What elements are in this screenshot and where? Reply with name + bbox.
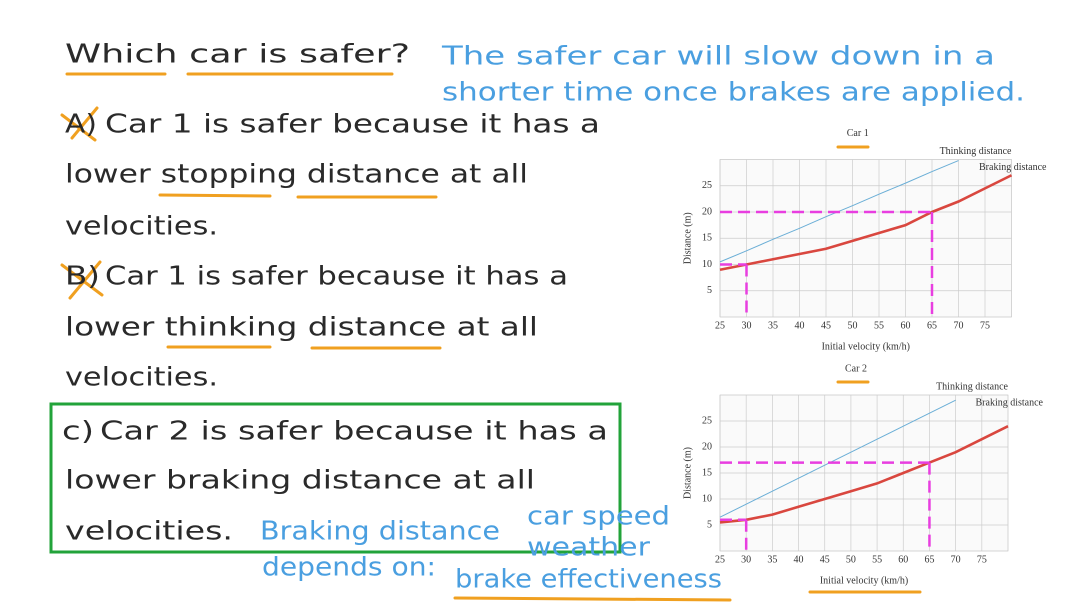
note-title: depends on: [262,553,436,583]
question: Which car is safer? [65,40,410,70]
series-label: Thinking distance [940,146,1012,157]
option-label: c) [62,417,94,447]
y-tick-label: 15 [702,233,712,244]
x-tick-label: 65 [924,554,934,565]
option-text: velocities. [65,363,218,393]
x-tick-label: 45 [821,320,831,331]
x-tick-label: 40 [794,554,804,565]
x-tick-label: 60 [898,554,908,565]
y-axis-label: Distance (m) [682,447,693,499]
note-factor: weather [527,533,650,563]
option-text: Car 1 is safer because it has a [105,262,568,292]
x-tick-label: 65 [927,320,937,331]
y-tick-label: 25 [702,180,712,191]
y-axis-label: Distance (m) [682,212,693,264]
hint-line: The safer car will slow down in a [441,42,995,72]
x-tick-label: 50 [848,320,858,331]
answer-box [49,402,622,554]
option-label: A) [65,110,97,140]
x-tick-label: 35 [767,554,777,565]
x-tick-label: 50 [846,554,856,565]
x-tick-label: 70 [954,320,964,331]
x-tick-label: 35 [768,320,778,331]
x-tick-label: 55 [872,554,882,565]
note-title: Braking distance [260,517,500,547]
x-axis-label: Initial velocity (km/h) [822,341,910,352]
x-axis-label: Initial velocity (km/h) [820,575,908,586]
y-tick-label: 10 [702,493,712,504]
series-label: Braking distance [979,162,1047,173]
x-tick-label: 55 [874,320,884,331]
option-text: lower stopping distance at all [65,160,528,190]
x-tick-label: 30 [741,554,751,565]
x-tick-label: 75 [977,554,987,565]
option-text: Car 2 is safer because it has a [100,417,608,447]
y-tick-label: 15 [702,467,712,478]
note-factor: car speed [527,502,670,532]
x-tick-label: 25 [715,554,725,565]
series-line [719,174,1013,272]
hint-line: shorter time once brakes are applied. [442,78,1025,108]
y-tick-label: 25 [702,415,712,426]
series-line [719,399,956,518]
x-tick-label: 30 [742,320,752,331]
series-label: Braking distance [976,397,1044,408]
x-tick-label: 75 [980,320,990,331]
y-tick-label: 5 [707,519,712,530]
chart-title: Car 1 [847,128,869,139]
x-tick-label: 45 [820,554,830,565]
option-text: lower braking distance at all [65,466,535,496]
y-tick-label: 20 [702,206,712,217]
x-tick-label: 60 [901,320,911,331]
option-text: velocities. [65,517,233,547]
series-line [719,425,1009,524]
series-label: Thinking distance [936,381,1008,392]
y-tick-label: 5 [707,285,712,296]
option-label: B) [65,262,100,292]
option-text: Car 1 is safer because it has a [105,110,600,140]
underlines [60,72,922,602]
y-tick-label: 10 [702,259,712,270]
option-text: velocities. [65,212,218,242]
x-tick-label: 25 [715,320,725,331]
x-tick-label: 70 [951,554,961,565]
note-factor: brake effectiveness [455,565,722,595]
chart-title: Car 2 [845,363,867,374]
option-text: lower thinking distance at all [65,313,538,343]
y-tick-label: 20 [702,441,712,452]
x-tick-label: 40 [795,320,805,331]
